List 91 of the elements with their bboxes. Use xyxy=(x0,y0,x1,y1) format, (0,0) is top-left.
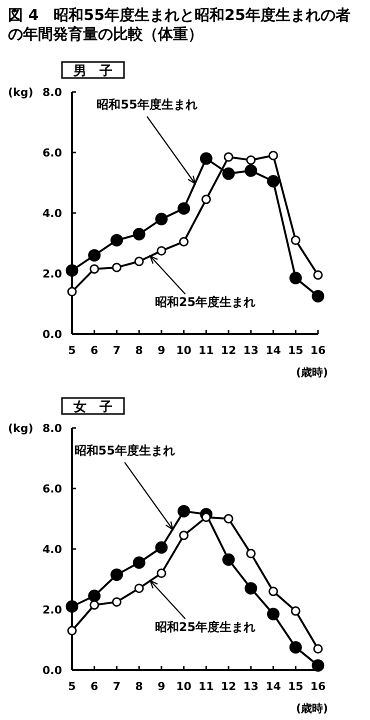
point xyxy=(268,586,278,596)
chart-title: 図 4 昭和55年度生まれと昭和25年度生まれの者の年間発育量の比較（体重） xyxy=(8,6,352,44)
point xyxy=(290,606,300,616)
point xyxy=(224,152,234,162)
y-axis-title: (kg) xyxy=(8,422,34,435)
point xyxy=(178,504,190,518)
x-tick-label: 5 xyxy=(68,344,76,357)
y-tick-label: 6.0 xyxy=(42,146,62,160)
x-tick-label: 11 xyxy=(198,680,214,693)
point xyxy=(156,568,166,578)
x-tick-label: 13 xyxy=(243,344,259,357)
y-tick-label: 6.0 xyxy=(42,482,62,496)
point xyxy=(179,236,189,246)
point xyxy=(179,530,189,540)
point xyxy=(222,167,235,180)
point xyxy=(246,155,256,165)
point xyxy=(66,264,78,277)
point xyxy=(289,272,302,284)
point xyxy=(312,659,324,672)
x-tick-label: 7 xyxy=(112,344,121,357)
y-axis-title: (kg) xyxy=(8,86,34,99)
point xyxy=(244,582,258,595)
point xyxy=(268,150,278,160)
x-tick-label: 9 xyxy=(158,344,166,357)
point xyxy=(88,590,101,602)
point xyxy=(132,556,146,569)
y-tick-label: 4.0 xyxy=(42,543,62,556)
point xyxy=(312,290,324,302)
x-tick-label: 8 xyxy=(135,344,143,357)
text: 昭和25年度生まれ xyxy=(154,295,256,310)
point xyxy=(110,234,123,246)
point xyxy=(134,584,144,594)
point xyxy=(155,541,168,554)
y-tick-label: 8.0 xyxy=(42,422,62,435)
x-tick-label: 6 xyxy=(90,680,99,693)
point xyxy=(88,249,101,262)
x-tick-label: 12 xyxy=(220,680,236,693)
x-tick-label: 11 xyxy=(198,344,214,357)
x-tick-label: 6 xyxy=(90,344,99,357)
point xyxy=(313,270,323,280)
point xyxy=(67,626,77,636)
point xyxy=(267,608,280,620)
y-tick-label: 8.0 xyxy=(42,86,62,99)
text: 昭和55年度生まれ xyxy=(96,98,198,112)
point xyxy=(110,568,123,581)
x-tick-label: 9 xyxy=(158,680,166,693)
point xyxy=(222,553,235,566)
point xyxy=(267,174,280,188)
point xyxy=(224,514,234,524)
point xyxy=(201,194,211,204)
point xyxy=(156,246,166,256)
x-tick-label: 15 xyxy=(288,680,304,693)
text: 昭和55年度生まれ xyxy=(74,443,175,458)
point xyxy=(289,641,302,654)
x-tick-label: 15 xyxy=(288,344,304,357)
y-tick-label: 0.0 xyxy=(42,664,62,677)
y-tick-label: 0.0 xyxy=(42,328,62,341)
x-tick-label: 8 xyxy=(135,680,143,693)
point xyxy=(90,600,100,610)
point xyxy=(155,212,168,226)
point xyxy=(66,600,78,613)
x-axis-title: (歳時) xyxy=(296,366,328,379)
point xyxy=(313,644,323,654)
point xyxy=(112,262,122,272)
x-axis-title: (歳時) xyxy=(296,702,328,715)
chart-subtitle: 男 子 xyxy=(72,64,112,79)
x-tick-label: 16 xyxy=(310,680,326,693)
x-tick-label: 14 xyxy=(266,344,282,357)
text: 昭和25年度生まれ xyxy=(154,620,256,634)
point xyxy=(67,286,77,296)
y-tick-label: 2.0 xyxy=(42,604,62,616)
y-tick-label: 4.0 xyxy=(42,207,62,220)
x-tick-label: 13 xyxy=(243,680,259,693)
point xyxy=(290,235,300,245)
point xyxy=(200,152,212,165)
x-tick-label: 16 xyxy=(310,344,326,357)
point xyxy=(244,164,258,177)
point xyxy=(132,228,146,240)
x-tick-label: 5 xyxy=(68,680,76,693)
point xyxy=(112,597,122,607)
x-tick-label: 10 xyxy=(176,344,192,357)
x-tick-label: 10 xyxy=(176,680,192,693)
x-tick-label: 12 xyxy=(220,344,236,357)
point xyxy=(134,256,144,266)
point xyxy=(90,264,100,274)
point xyxy=(178,202,190,215)
point xyxy=(246,548,256,558)
x-tick-label: 7 xyxy=(112,680,121,693)
chart-subtitle: 女 子 xyxy=(72,400,112,415)
x-tick-label: 14 xyxy=(266,680,282,693)
y-tick-label: 2.0 xyxy=(42,268,62,280)
